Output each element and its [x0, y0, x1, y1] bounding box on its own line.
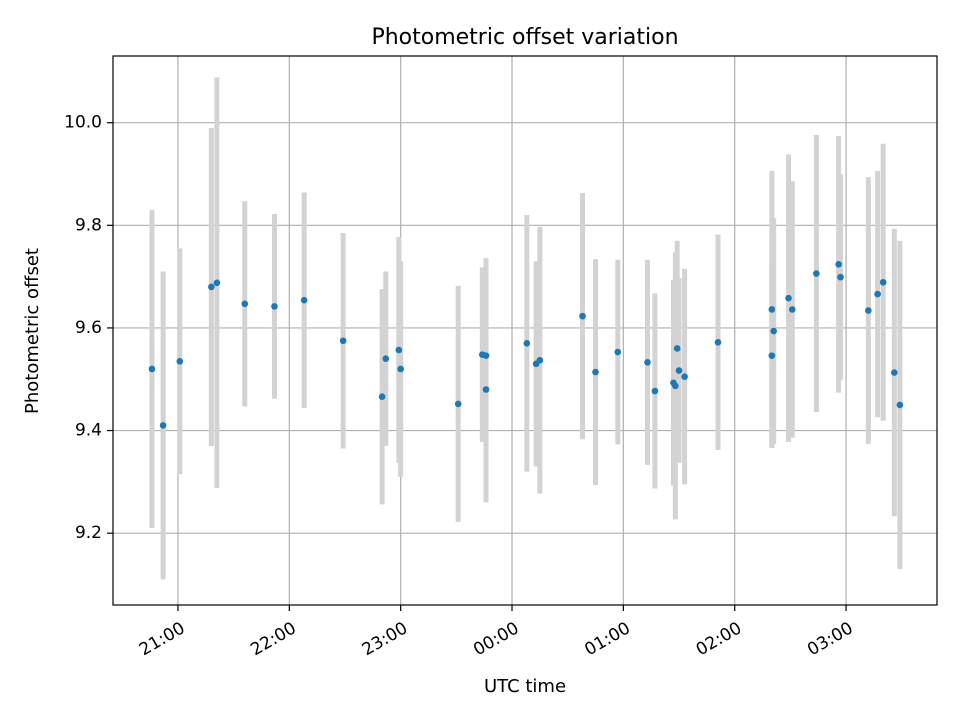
data-point: [208, 283, 215, 291]
data-point: [482, 352, 490, 359]
y-tick-label: 9.8: [75, 215, 102, 235]
data-point: [879, 278, 887, 286]
y-tick-label: 9.6: [75, 318, 102, 338]
data-point: [675, 367, 683, 374]
data-point: [592, 368, 599, 376]
y-tick-label: 9.4: [75, 421, 102, 441]
data-point: [813, 270, 820, 277]
data-point: [339, 337, 347, 345]
data-point: [835, 261, 842, 268]
data-point: [159, 422, 167, 429]
data-point: [714, 339, 722, 346]
data-point: [768, 352, 776, 359]
data-point: [300, 296, 308, 304]
data-point: [148, 365, 156, 373]
data-point: [865, 307, 872, 314]
data-point: [454, 400, 462, 408]
data-point: [176, 357, 184, 365]
data-point: [644, 359, 651, 366]
plot-frame: [112, 55, 938, 606]
data-point: [482, 386, 490, 393]
data-points: [148, 261, 904, 429]
data-point: [271, 303, 278, 310]
data-point: [673, 345, 681, 352]
data-point: [378, 393, 386, 400]
data-point: [874, 290, 881, 298]
y-tick-label: 9.2: [75, 523, 102, 543]
data-point: [896, 401, 904, 409]
data-point: [837, 273, 844, 281]
data-point: [523, 340, 531, 347]
data-point: [788, 306, 796, 313]
data-point: [213, 279, 221, 287]
data-point: [681, 373, 688, 380]
data-point: [891, 369, 898, 376]
data-point: [614, 348, 622, 356]
data-point: [768, 306, 776, 313]
data-point: [770, 327, 777, 335]
data-point: [382, 355, 390, 363]
data-point: [579, 312, 586, 320]
x-axis-label: UTC time: [484, 676, 566, 697]
y-tick-label: 10.0: [64, 113, 102, 133]
data-point: [785, 294, 792, 302]
data-point: [395, 346, 403, 354]
y-axis-label: Photometric offset: [22, 248, 43, 414]
data-point: [397, 365, 404, 373]
data-point: [651, 387, 659, 395]
data-point: [536, 356, 544, 364]
data-point: [672, 382, 679, 390]
data-point: [241, 300, 249, 308]
chart-title: Photometric offset variation: [371, 25, 678, 50]
